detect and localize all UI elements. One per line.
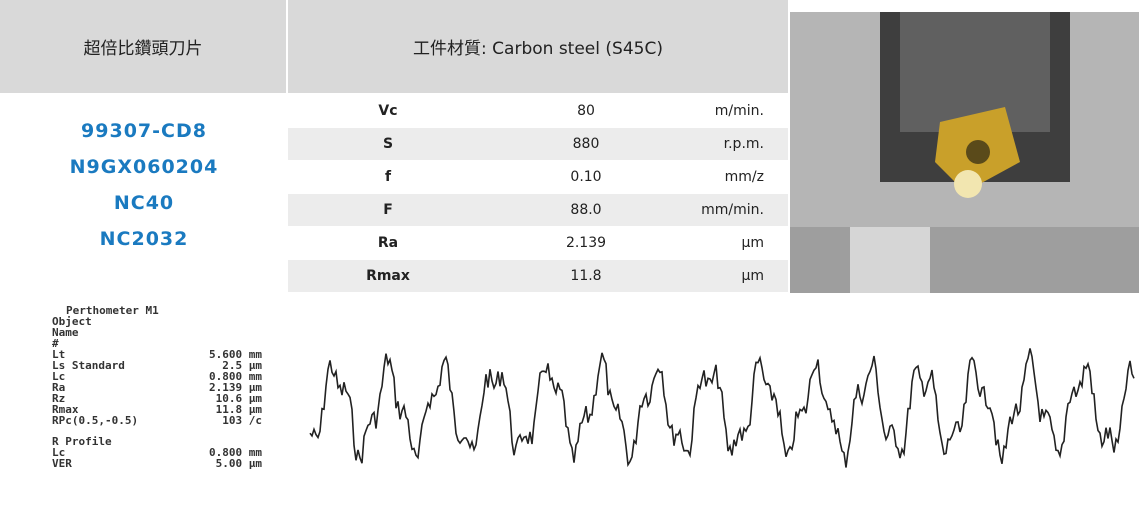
param-value: 2.139 (488, 235, 684, 251)
insert-code: N9GX060204 (0, 156, 288, 178)
printout-line: Name (52, 327, 262, 338)
printout-line: RPc(0.5,-0.5) 103 /c (52, 415, 262, 426)
header-insert: 超倍比鑽頭刀片 (0, 0, 286, 93)
param-name: f (288, 169, 488, 185)
param-unit: m/min. (715, 103, 764, 119)
insert-code: NC40 (0, 192, 288, 214)
param-value: 80 (488, 103, 684, 119)
param-value: 11.8 (488, 268, 684, 284)
printout-label: RPc(0.5,-0.5) (52, 415, 138, 426)
printout-line: VER 5.00 µm (52, 458, 262, 469)
param-name: F (288, 202, 488, 218)
printout-line: Object (52, 316, 262, 327)
param-value: 88.0 (488, 202, 684, 218)
printout-value: 5.00 µm (216, 458, 262, 469)
param-name: Rmax (288, 268, 488, 284)
param-name: Ra (288, 235, 488, 251)
param-value: 0.10 (488, 169, 684, 185)
param-unit: µm (741, 268, 764, 284)
tool-photo (790, 12, 1139, 293)
param-name: Vc (288, 103, 488, 119)
param-unit: µm (741, 235, 764, 251)
printout-label: VER (52, 458, 72, 469)
param-value: 880 (488, 136, 684, 152)
param-unit: mm/z (725, 169, 764, 185)
header-material: 工件材質: Carbon steel (S45C) (288, 0, 788, 93)
param-name: S (288, 136, 488, 152)
insert-code: NC2032 (0, 228, 288, 250)
param-unit: mm/min. (701, 202, 764, 218)
param-unit: r.p.m. (724, 136, 764, 152)
page: 超倍比鑽頭刀片 工件材質: Carbon steel (S45C) 99307-… (0, 0, 1139, 513)
insert-code: 99307-CD8 (0, 120, 288, 142)
profile-trace (295, 330, 1139, 490)
printout-value: 103 /c (222, 415, 262, 426)
